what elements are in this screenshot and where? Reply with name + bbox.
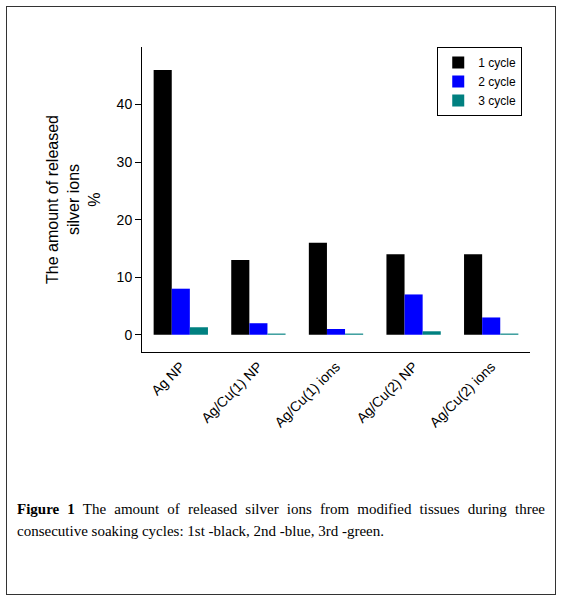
html-text:Figure 1 The amount of release: Figure 1 The amount of released silver i… xyxy=(17,501,545,539)
svg-text:Ag/Cu(1) ions: Ag/Cu(1) ions xyxy=(271,359,343,431)
svg-text:Ag/Cu(2) NP: Ag/Cu(2) NP xyxy=(353,359,420,426)
svg-text:3 cycle: 3 cycle xyxy=(478,94,516,108)
svg-text:Ag/Cu(1) NP: Ag/Cu(1) NP xyxy=(198,359,265,426)
svg-text:20: 20 xyxy=(117,212,133,228)
svg-text:0: 0 xyxy=(124,327,132,343)
svg-text:2 cycle: 2 cycle xyxy=(478,75,516,89)
svg-text:Ag NP: Ag NP xyxy=(148,359,188,399)
svg-text:The amount of releasedsilver i: The amount of releasedsilver ions% xyxy=(44,115,103,284)
svg-text:40: 40 xyxy=(117,96,133,112)
svg-text:10: 10 xyxy=(117,269,133,285)
svg-text:30: 30 xyxy=(117,154,133,170)
svg-text:1 cycle: 1 cycle xyxy=(478,56,516,70)
svg-text:Ag/Cu(2) ions: Ag/Cu(2) ions xyxy=(426,359,498,431)
